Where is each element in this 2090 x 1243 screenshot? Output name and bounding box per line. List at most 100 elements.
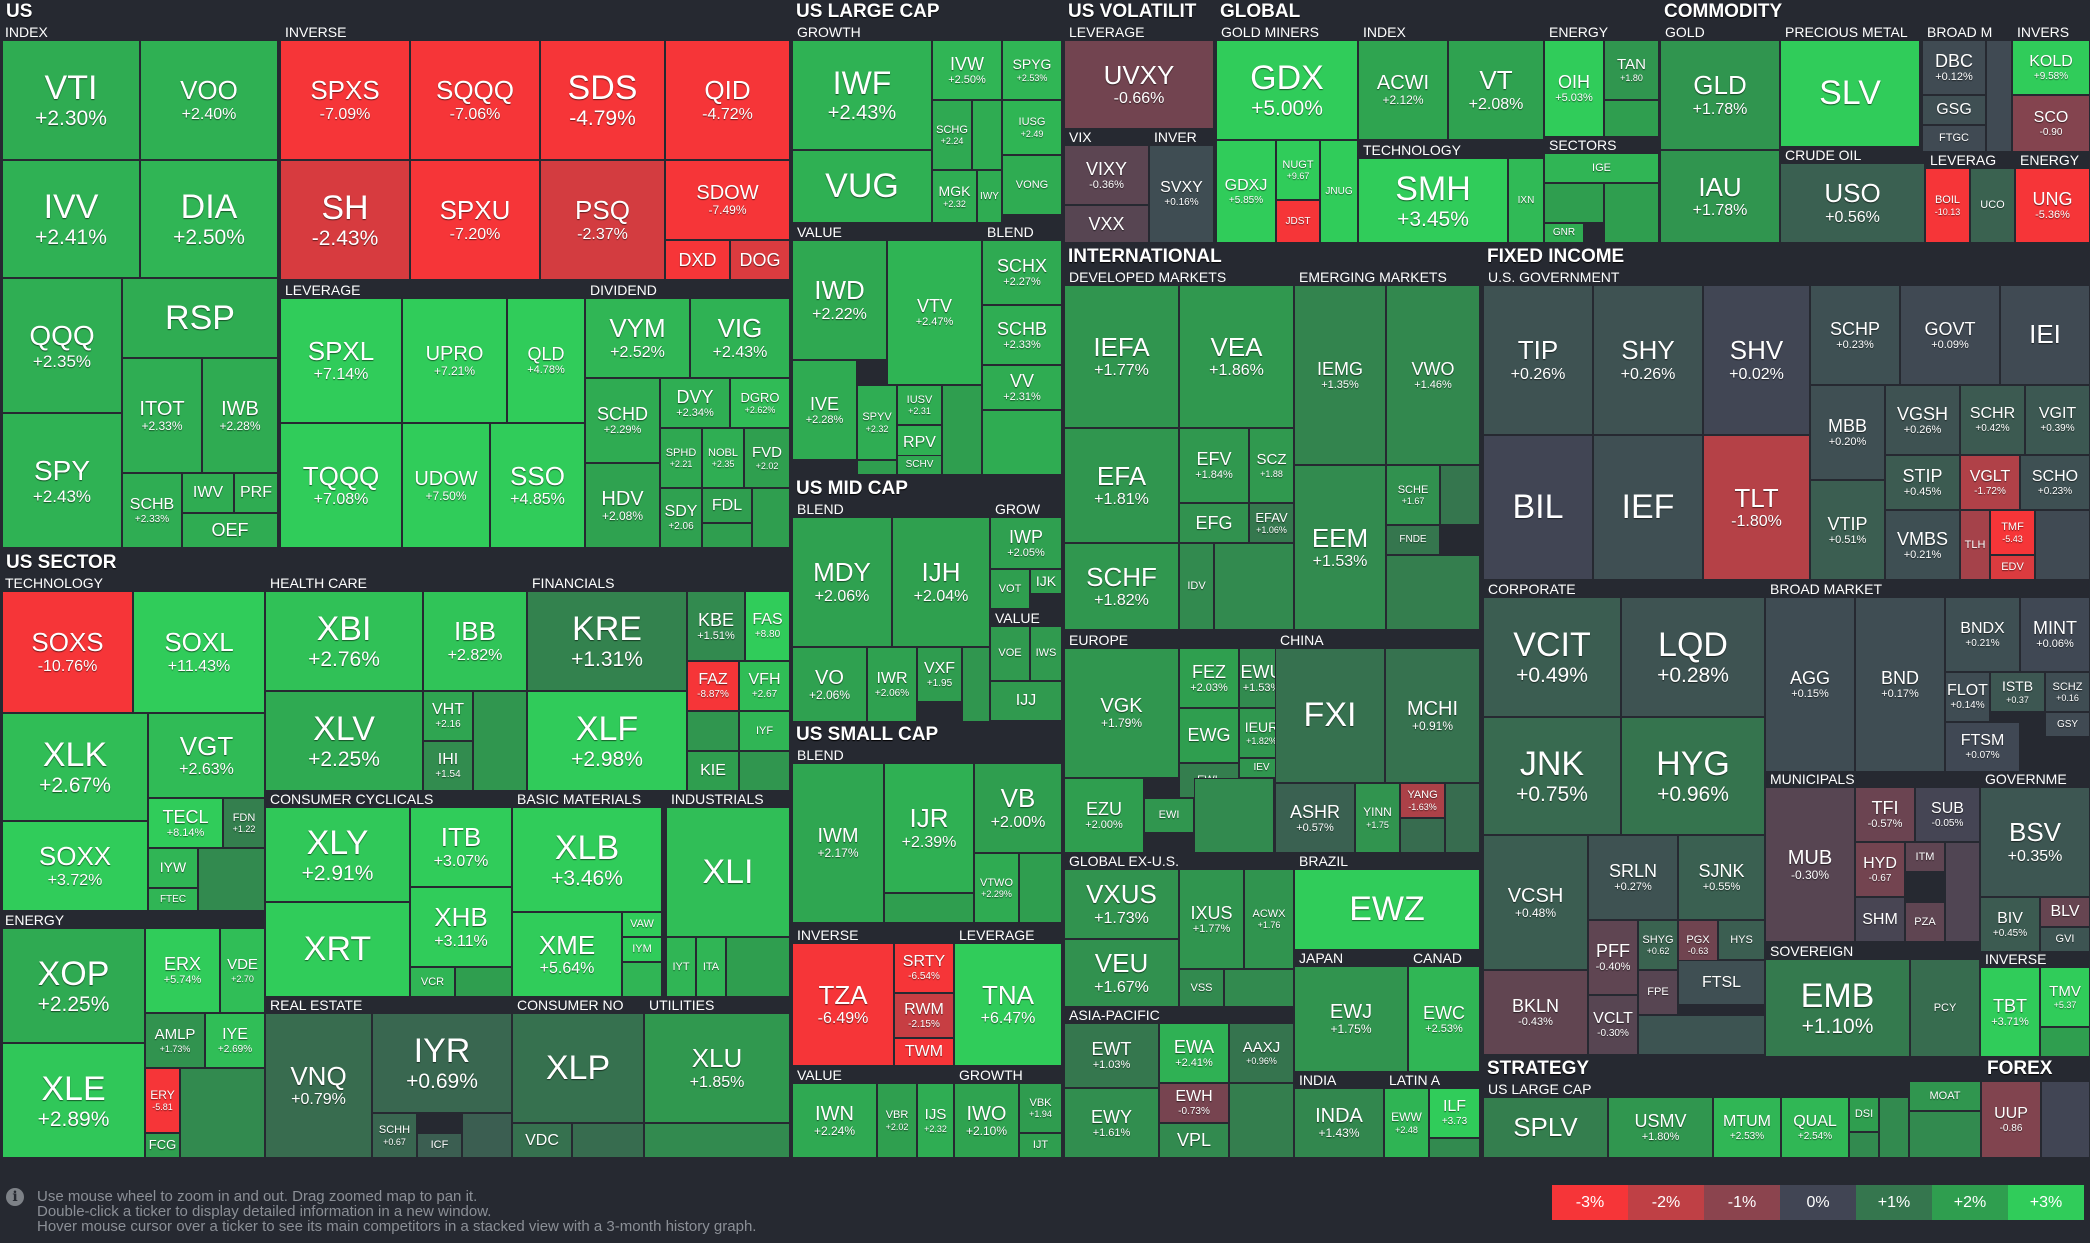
ticker-tile-gsg[interactable]: GSG: [1922, 95, 1986, 125]
ticker-tile-vclt[interactable]: VCLT -0.30%: [1588, 995, 1638, 1055]
ticker-tile[interactable]: [198, 848, 265, 911]
ticker-tile-schx[interactable]: SCHX +2.27%: [982, 240, 1062, 305]
ticker-tile-kold[interactable]: KOLD +9.58%: [2012, 40, 2090, 95]
ticker-tile-vcr[interactable]: VCR: [410, 967, 455, 997]
ticker-tile-qual[interactable]: QUAL +2.54%: [1781, 1097, 1849, 1158]
ticker-tile-gnr[interactable]: GNR: [1544, 223, 1584, 243]
ticker-tile-mchi[interactable]: MCHI +0.91%: [1385, 648, 1480, 783]
ticker-tile-xrt[interactable]: XRT: [265, 902, 410, 997]
ticker-tile-tqqq[interactable]: TQQQ +7.08%: [280, 423, 402, 548]
ticker-tile-mgk[interactable]: MGK +2.32: [932, 170, 977, 223]
ticker-tile-vgt[interactable]: VGT +2.63%: [148, 713, 265, 798]
ticker-tile-acwi[interactable]: ACWI +2.12%: [1358, 40, 1448, 140]
ticker-tile-xlv[interactable]: XLV +2.25%: [265, 691, 423, 791]
ticker-tile-pff[interactable]: PFF -0.40%: [1588, 920, 1638, 995]
ticker-tile-vss[interactable]: VSS: [1179, 969, 1224, 1007]
ticker-tile-tip[interactable]: TIP +0.26%: [1483, 285, 1593, 435]
ticker-tile-ewz[interactable]: EWZ: [1294, 869, 1480, 950]
ticker-tile[interactable]: [972, 100, 1002, 170]
ticker-tile-fnde[interactable]: FNDE: [1386, 525, 1440, 555]
ticker-tile-govt[interactable]: GOVT +0.09%: [1900, 285, 2000, 385]
ticker-tile-lqd[interactable]: LQD +0.28%: [1621, 597, 1765, 717]
ticker-tile-ewt[interactable]: EWT +1.03%: [1064, 1023, 1159, 1088]
ticker-tile-vug[interactable]: VUG: [792, 150, 932, 223]
ticker-tile-vea[interactable]: VEA +1.86%: [1179, 285, 1294, 428]
ticker-tile-agg[interactable]: AGG +0.15%: [1765, 597, 1855, 772]
ticker-tile-itb[interactable]: ITB +3.07%: [410, 807, 512, 887]
ticker-tile-vti[interactable]: VTI +2.30%: [2, 40, 140, 160]
ticker-tile-vnq[interactable]: VNQ +0.79%: [265, 1013, 372, 1158]
ticker-tile-vixy[interactable]: VIXY -0.36%: [1064, 145, 1149, 205]
ticker-tile-bnd[interactable]: BND +0.17%: [1855, 597, 1945, 772]
ticker-tile-vv[interactable]: VV +2.31%: [982, 365, 1062, 410]
ticker-tile-pza[interactable]: PZA: [1905, 902, 1945, 942]
ticker-tile[interactable]: [962, 647, 990, 722]
ticker-tile-ivv[interactable]: IVV +2.41%: [2, 160, 140, 278]
ticker-tile-ive[interactable]: IVE +2.28%: [792, 360, 857, 460]
ticker-tile-stip[interactable]: STIP +0.45%: [1885, 455, 1960, 510]
ticker-tile-iefa[interactable]: IEFA +1.77%: [1064, 285, 1179, 428]
ticker-tile[interactable]: [884, 893, 974, 923]
ticker-tile-ijk[interactable]: IJK: [1030, 569, 1062, 594]
ticker-tile-ftsl[interactable]: FTSL: [1678, 960, 1765, 1005]
ticker-tile-ixn[interactable]: IXN: [1508, 158, 1544, 243]
ticker-tile[interactable]: [622, 962, 662, 997]
ticker-tile-vmbs[interactable]: VMBS +0.21%: [1885, 510, 1960, 580]
ticker-tile-xhb[interactable]: XHB +3.11%: [410, 887, 512, 967]
ticker-tile-acwx[interactable]: ACWX +1.76: [1244, 869, 1294, 969]
ticker-tile-vt[interactable]: VT +2.08%: [1448, 40, 1544, 140]
etf-heatmap[interactable]: VTI +2.30% VOO +2.40% IVV +2.41% DIA +2.50% QQQ +…: [0, 0, 2090, 1160]
ticker-tile-iwp[interactable]: IWP +2.05%: [990, 517, 1062, 569]
ticker-tile-ftec[interactable]: FTEC: [148, 888, 198, 911]
ticker-tile-ief[interactable]: IEF: [1593, 435, 1703, 580]
ticker-tile-soxs[interactable]: SOXS -10.76%: [2, 591, 133, 713]
ticker-tile-fpe[interactable]: FPE: [1638, 970, 1678, 1015]
ticker-tile-dia[interactable]: DIA +2.50%: [140, 160, 278, 278]
ticker-tile-rpv[interactable]: RPV: [897, 425, 942, 460]
ticker-tile-fcg[interactable]: FCG: [145, 1133, 180, 1158]
ticker-tile-iws[interactable]: IWS: [1030, 626, 1062, 681]
ticker-tile[interactable]: [1945, 842, 1980, 942]
ticker-tile-gld[interactable]: GLD +1.78%: [1660, 40, 1780, 150]
ticker-tile[interactable]: [1986, 40, 2012, 152]
ticker-tile[interactable]: [2041, 1081, 2090, 1158]
ticker-tile-qqq[interactable]: QQQ +2.35%: [2, 278, 122, 413]
ticker-tile-efg[interactable]: EFG: [1179, 503, 1249, 543]
ticker-tile-iyr[interactable]: IYR +0.69%: [372, 1013, 512, 1113]
ticker-tile-dvy[interactable]: DVY +2.34%: [660, 378, 730, 428]
ticker-tile-hyg[interactable]: HYG +0.96%: [1621, 717, 1765, 835]
ticker-tile-gvi[interactable]: GVI: [2040, 927, 2090, 952]
ticker-tile-scho[interactable]: SCHO +0.23%: [2020, 455, 2090, 510]
ticker-tile-vgk[interactable]: VGK +1.79%: [1064, 648, 1179, 778]
ticker-tile-fdl[interactable]: FDL: [702, 488, 752, 523]
ticker-tile-soxl[interactable]: SOXL +11.43%: [133, 591, 265, 713]
ticker-tile-mub[interactable]: MUB -0.30%: [1765, 787, 1855, 942]
ticker-tile[interactable]: [1879, 1097, 1909, 1158]
ticker-tile-ijt[interactable]: IJT: [1019, 1133, 1062, 1158]
ticker-tile-vbk[interactable]: VBK +1.94: [1019, 1083, 1062, 1133]
ticker-tile-sso[interactable]: SSO +4.85%: [490, 423, 585, 548]
ticker-tile-iau[interactable]: IAU +1.78%: [1660, 150, 1780, 243]
ticker-tile-vtip[interactable]: VTIP +0.51%: [1810, 480, 1885, 580]
ticker-tile-fdn[interactable]: FDN +1.22: [223, 798, 265, 848]
ticker-tile[interactable]: [180, 1068, 265, 1158]
ticker-tile-vfh[interactable]: VFH +2.67: [739, 661, 790, 711]
ticker-tile-vgit[interactable]: VGIT +0.39%: [2025, 385, 2090, 455]
ticker-tile-xlf[interactable]: XLF +2.98%: [527, 691, 687, 791]
ticker-tile-iye[interactable]: IYE +2.69%: [205, 1013, 265, 1068]
ticker-tile-shy[interactable]: SHY +0.26%: [1593, 285, 1703, 435]
ticker-tile-voe[interactable]: VOE: [990, 626, 1030, 681]
ticker-tile-prf[interactable]: PRF: [234, 473, 278, 513]
ticker-tile-bsv[interactable]: BSV +0.35%: [1980, 787, 2090, 897]
ticker-tile-schd[interactable]: SCHD +2.29%: [585, 378, 660, 463]
ticker-tile-spyg[interactable]: SPYG +2.53%: [1002, 40, 1062, 100]
ticker-tile-tbt[interactable]: TBT +3.71%: [1980, 967, 2040, 1057]
ticker-tile-smh[interactable]: SMH +3.45%: [1358, 158, 1508, 243]
ticker-tile-vong[interactable]: VONG: [1002, 155, 1062, 215]
ticker-tile-jdst[interactable]: JDST: [1276, 200, 1320, 243]
ticker-tile[interactable]: [2035, 510, 2090, 580]
ticker-tile-spxu[interactable]: SPXU -7.20%: [410, 160, 540, 280]
ticker-tile-rsp[interactable]: RSP: [122, 278, 278, 358]
ticker-tile-boil[interactable]: BOIL -10.13: [1925, 168, 1970, 243]
ticker-tile-itm[interactable]: ITM: [1905, 842, 1945, 872]
